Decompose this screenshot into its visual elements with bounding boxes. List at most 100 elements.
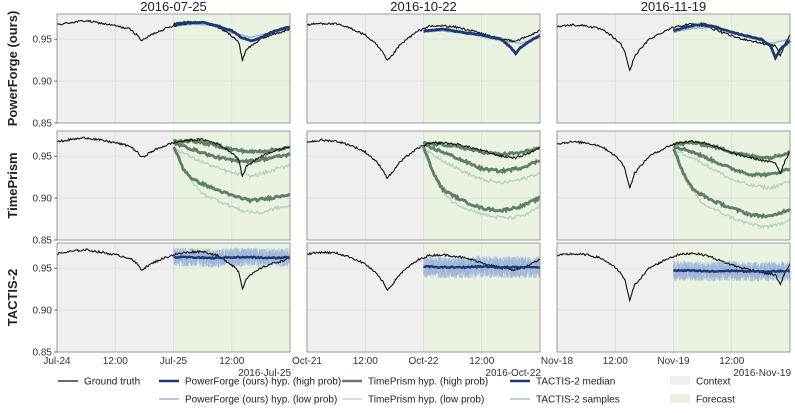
panel [556, 13, 792, 124]
legend-item-context: Context [670, 376, 731, 388]
x-tick-label: Nov-19 [657, 356, 690, 367]
powerforge-low-line [423, 30, 541, 45]
timeprism-high-line [422, 140, 541, 158]
panel-frame [556, 242, 791, 353]
y-tick-label: 0.95 [33, 152, 53, 163]
panels: 0.950.900.850.950.900.850.950.900.85Jul-… [33, 13, 792, 379]
y-tick-label: 0.90 [33, 77, 53, 88]
panel-frame [306, 130, 541, 241]
ground-truth-line [56, 19, 291, 62]
y-tick-label: 0.95 [33, 35, 53, 46]
powerforge-high-line [173, 20, 291, 43]
tactis-sample-line [673, 260, 791, 283]
legend-label: TimePrism hyp. (high prob) [368, 377, 488, 388]
y-tick-label: 0.85 [33, 236, 53, 247]
timeprism-low-line [422, 148, 541, 185]
column-title: 2016-10-22 [390, 0, 457, 14]
legend-item-tp-low: TimePrism hyp. (low prob) [342, 395, 484, 406]
timeprism-high-line [672, 145, 792, 178]
tactis-sample-line [173, 248, 291, 268]
y-tick-label: 0.95 [33, 264, 53, 275]
legend-item-pf-high: PowerForge (ours) hyp. (high prob) [159, 377, 341, 388]
legend-label: TimePrism hyp. (low prob) [368, 395, 484, 406]
ground-truth-line [556, 140, 791, 189]
tactis-median-line [173, 255, 291, 261]
timeprism-high-line [672, 148, 792, 220]
legend-label: TACTIS-2 median [536, 377, 615, 388]
row-title: TACTIS-2 [5, 269, 20, 327]
x-tick-label: Oct-21 [292, 356, 322, 367]
panel: 0.95 0.90 0.85 [33, 130, 292, 247]
timeprism-low-line [672, 146, 791, 191]
timeprism-low-line [172, 148, 291, 216]
panel-frame [306, 242, 541, 353]
x-tick-label: 12:00 [469, 356, 494, 367]
panel-frame [556, 130, 791, 241]
tactis-sample-line [423, 256, 541, 279]
y-tick-label: 0.85 [33, 348, 53, 359]
y-tick-label: 0.85 [33, 119, 53, 130]
panel [306, 130, 541, 241]
tactis-sample-line [673, 261, 791, 282]
legend: Ground truth PowerForge (ours) hyp. (high… [58, 376, 735, 406]
panel: 0.95 0.90 0.85 [33, 13, 291, 130]
legend-label: PowerForge (ours) hyp. (low prob) [185, 395, 337, 406]
x-tick-label: Jul-24 [43, 356, 71, 367]
x-tick-label: Jul-25 [160, 356, 188, 367]
x-tick-label: Nov-18 [541, 356, 574, 367]
timeprism-high-line [423, 142, 541, 175]
legend-item-forecast: Forecast [670, 394, 735, 406]
timeprism-high-line [172, 146, 291, 204]
legend-swatch [670, 394, 690, 403]
column-titles: 2016-07-25 2016-10-22 2016-11-19 [140, 0, 706, 14]
legend-label: Forecast [696, 395, 735, 406]
x-tick-label: 12:00 [603, 356, 628, 367]
tactis-sample-line [673, 260, 791, 282]
panel [306, 13, 541, 124]
legend-item-tactis-median: TACTIS-2 median [510, 377, 615, 388]
ground-truth-line [556, 22, 791, 72]
legend-swatch [670, 376, 690, 385]
ground-truth-line [56, 248, 291, 291]
legend-item-tactis-samples: TACTIS-2 samples [510, 395, 620, 406]
legend-item-tp-high: TimePrism hyp. (high prob) [342, 377, 488, 388]
tactis-sample-line [673, 260, 791, 282]
row-title: TimePrism [5, 152, 20, 218]
legend-label: Ground truth [84, 377, 140, 388]
tactis-median-line [672, 268, 791, 274]
column-title: 2016-07-25 [140, 0, 207, 14]
legend-label: TACTIS-2 samples [536, 395, 620, 406]
legend-item-ground-truth: Ground truth [58, 377, 140, 388]
panel-frame [556, 13, 791, 124]
panel-frame [56, 130, 291, 241]
column-title: 2016-11-19 [641, 0, 707, 14]
panel-frame [306, 13, 541, 124]
timeprism-high-line [422, 146, 541, 214]
legend-label: Context [696, 377, 731, 388]
timeprism-low-line [173, 147, 291, 180]
row-titles: PowerForge (ours) TimePrism TACTIS-2 [5, 11, 20, 327]
x-tick-label: Oct-22 [408, 356, 438, 367]
ground-truth-line [56, 136, 291, 178]
y-tick-label: 0.90 [33, 306, 53, 317]
y-tick-label: 0.90 [33, 194, 53, 205]
x-offset-label: 2016-Oct-22 [485, 368, 541, 379]
powerforge-high-line [423, 27, 541, 57]
x-tick-label: 12:00 [353, 356, 378, 367]
x-tick-label: 12:00 [219, 356, 244, 367]
x-tick-label: 12:00 [719, 356, 744, 367]
row-title: PowerForge (ours) [5, 11, 20, 127]
legend-item-pf-low: PowerForge (ours) hyp. (low prob) [159, 395, 337, 406]
powerforge-high-line [672, 22, 792, 62]
timeprism-high-line [173, 141, 292, 166]
tactis-median-line [423, 264, 541, 270]
panel [556, 130, 792, 241]
panel-frame [56, 242, 291, 353]
x-offset-label: 2016-Nov-19 [733, 368, 791, 379]
legend-label: PowerForge (ours) hyp. (high prob) [185, 377, 341, 388]
x-offset-label: 2016-Jul-25 [238, 368, 291, 379]
